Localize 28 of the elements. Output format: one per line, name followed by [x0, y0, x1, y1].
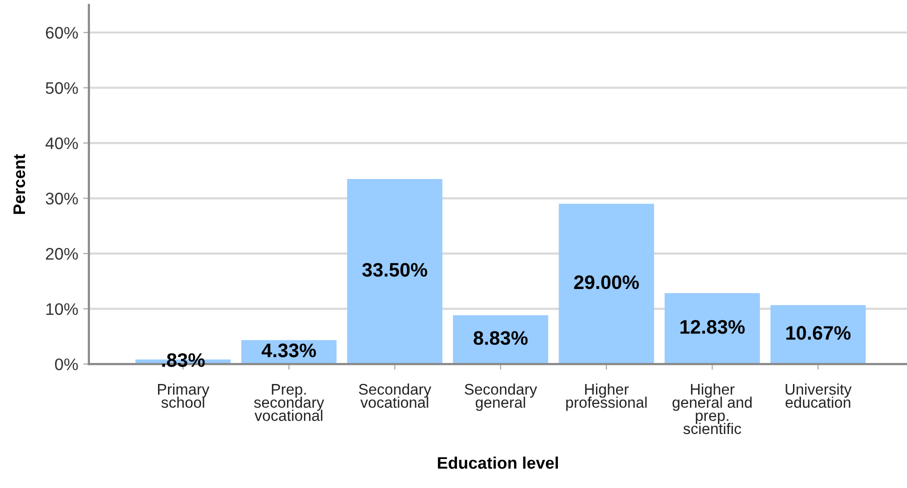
y-tick-label: 10%	[46, 303, 78, 315]
bar	[452, 315, 548, 364]
y-tick-label: 50%	[46, 82, 78, 94]
x-tick-label: Higher general and prep. scientific	[672, 383, 752, 434]
data-label: 29.00%	[574, 275, 639, 290]
bar	[558, 204, 654, 364]
y-tick-label: 20%	[46, 248, 78, 260]
data-label: 8.83%	[474, 331, 528, 345]
bar	[664, 293, 760, 364]
data-label: 4.33%	[262, 344, 316, 358]
x-tick-label: Prep. secondary vocational	[254, 384, 324, 421]
y-axis-title: Percent	[14, 154, 26, 214]
data-label: 10.67%	[786, 326, 851, 340]
x-axis-title: Education level	[438, 456, 558, 469]
x-tick-label: Higher professional	[566, 383, 647, 411]
bar	[770, 305, 866, 364]
y-tick-label: 0%	[55, 358, 78, 370]
x-tick-label: Secondary general	[464, 383, 538, 411]
x-tick-label: University education	[786, 383, 852, 408]
bar	[347, 178, 442, 364]
y-tick-label: 60%	[46, 26, 78, 39]
x-tick-label: Primary school	[158, 383, 210, 408]
y-tick-label: 40%	[45, 137, 78, 150]
x-tick-label: Secondary vocational	[358, 383, 432, 408]
data-label: 33.50%	[362, 262, 428, 277]
data-label: 12.83%	[680, 320, 745, 334]
y-tick-label: 30%	[46, 192, 78, 204]
data-label: .83%	[162, 353, 205, 367]
